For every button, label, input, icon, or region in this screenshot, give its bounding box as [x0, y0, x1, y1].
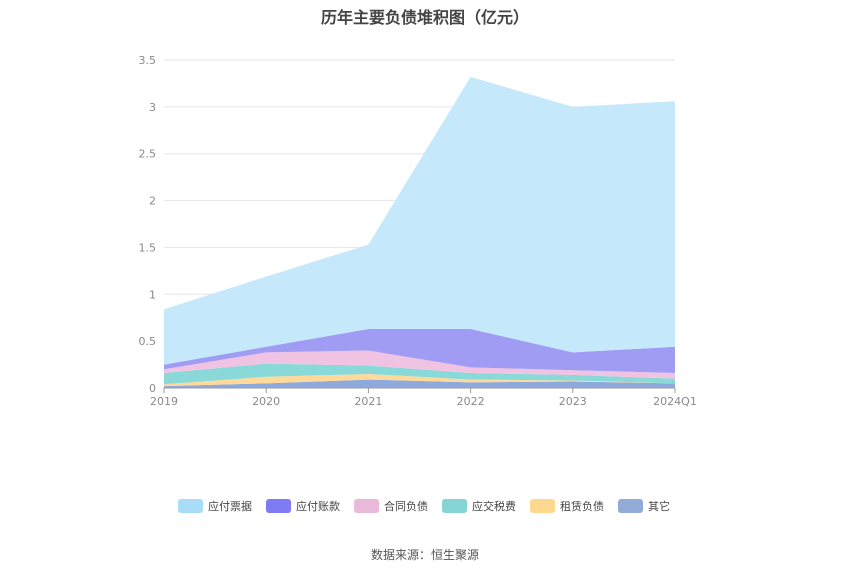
area-series-6[interactable]: [164, 76, 675, 365]
y-tick-label: 0.5: [139, 335, 157, 348]
legend-label: 应交税费: [472, 499, 516, 513]
legend-swatch: [530, 499, 555, 513]
source-note: 数据来源：恒生聚源: [370, 548, 479, 562]
legend-label: 其它: [648, 499, 670, 513]
x-tick-label: 2020: [252, 395, 280, 408]
legend-item[interactable]: 其它: [618, 499, 670, 513]
legend-item[interactable]: 应付账款: [266, 499, 340, 513]
area-series-4[interactable]: [164, 350, 675, 379]
legend-label: 合同负债: [384, 499, 428, 513]
legend-item[interactable]: 租赁负债: [530, 499, 604, 513]
chart-title: 历年主要负债堆积图（亿元）: [320, 8, 529, 27]
legend-swatch: [442, 499, 467, 513]
area-series-5[interactable]: [164, 328, 675, 374]
x-tick-label: 2024Q1: [653, 395, 697, 408]
legend-label: 应付账款: [296, 499, 340, 513]
x-tick-label: 2021: [354, 395, 382, 408]
area-series-1[interactable]: [164, 379, 675, 388]
legend-label: 租赁负债: [560, 499, 604, 513]
legend-item[interactable]: 应交税费: [442, 499, 516, 513]
y-tick-label: 1.5: [139, 241, 157, 254]
legend-swatch: [266, 499, 291, 513]
y-tick-label: 0: [149, 382, 156, 395]
legend-swatch: [354, 499, 379, 513]
legend-item[interactable]: 应付票据: [178, 499, 252, 513]
legend-item[interactable]: 合同负债: [354, 499, 428, 513]
x-tick-label: 2019: [150, 395, 178, 408]
y-tick-label: 3.5: [139, 54, 157, 67]
axes: 2019 2020 2021 2022 2023 2024Q1: [150, 387, 697, 408]
x-tick-label: 2023: [559, 395, 587, 408]
legend-label: 应付票据: [208, 499, 252, 513]
area-series: [164, 76, 675, 388]
legend-swatch: [618, 499, 643, 513]
area-series-2[interactable]: [164, 373, 675, 387]
y-tick-label: 2: [149, 195, 156, 208]
legend-swatch: [178, 499, 203, 513]
area-series-3[interactable]: [164, 363, 675, 385]
y-tick-label: 2.5: [139, 148, 157, 161]
x-tick-label: 2022: [457, 395, 485, 408]
y-tick-label: 1: [149, 288, 156, 301]
y-tick-label: 3: [149, 101, 156, 114]
legend: 应付票据 应付账款 合同负债 应交税费 租赁负债 其它: [178, 499, 670, 513]
